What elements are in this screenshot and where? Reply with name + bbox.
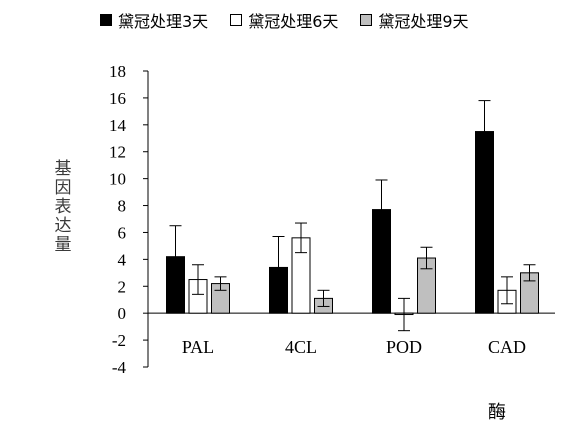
y-tick-label: 6	[118, 223, 127, 242]
y-tick-label: 2	[118, 277, 127, 296]
y-tick-label: 10	[109, 170, 126, 189]
x-axis-label: 酶	[488, 402, 506, 423]
legend-label-series-1: 黛冠处理3天	[118, 12, 209, 31]
category-label-POD: POD	[386, 337, 422, 357]
y-tick-label: 0	[118, 304, 127, 323]
category-label-PAL: PAL	[182, 337, 214, 357]
category-label-4CL: 4CL	[285, 337, 317, 357]
category-label-CAD: CAD	[488, 337, 526, 357]
legend-swatch-series-2	[230, 14, 243, 26]
y-axis-label: 基因表达量	[54, 159, 72, 255]
legend-label-series-3: 黛冠处理9天	[378, 12, 469, 31]
legend-item-series-3: 黛冠处理9天	[360, 8, 469, 32]
legend: 黛冠处理3天 黛冠处理6天 黛冠处理9天	[100, 8, 469, 32]
legend-item-series-2: 黛冠处理6天	[230, 8, 338, 32]
y-tick-label: -2	[112, 331, 126, 350]
legend-item-series-1: 黛冠处理3天	[100, 8, 208, 32]
y-tick-label: 18	[109, 62, 126, 81]
y-tick-label: 14	[109, 116, 127, 135]
y-tick-label: -4	[112, 358, 127, 377]
y-tick-label: 8	[118, 197, 127, 216]
legend-swatch-series-1	[100, 14, 112, 26]
legend-swatch-series-3	[360, 14, 373, 26]
y-tick-label: 16	[109, 89, 126, 108]
legend-label-series-2: 黛冠处理6天	[248, 12, 339, 31]
y-tick-label: 4	[118, 250, 127, 269]
y-tick-label: 12	[109, 143, 126, 162]
